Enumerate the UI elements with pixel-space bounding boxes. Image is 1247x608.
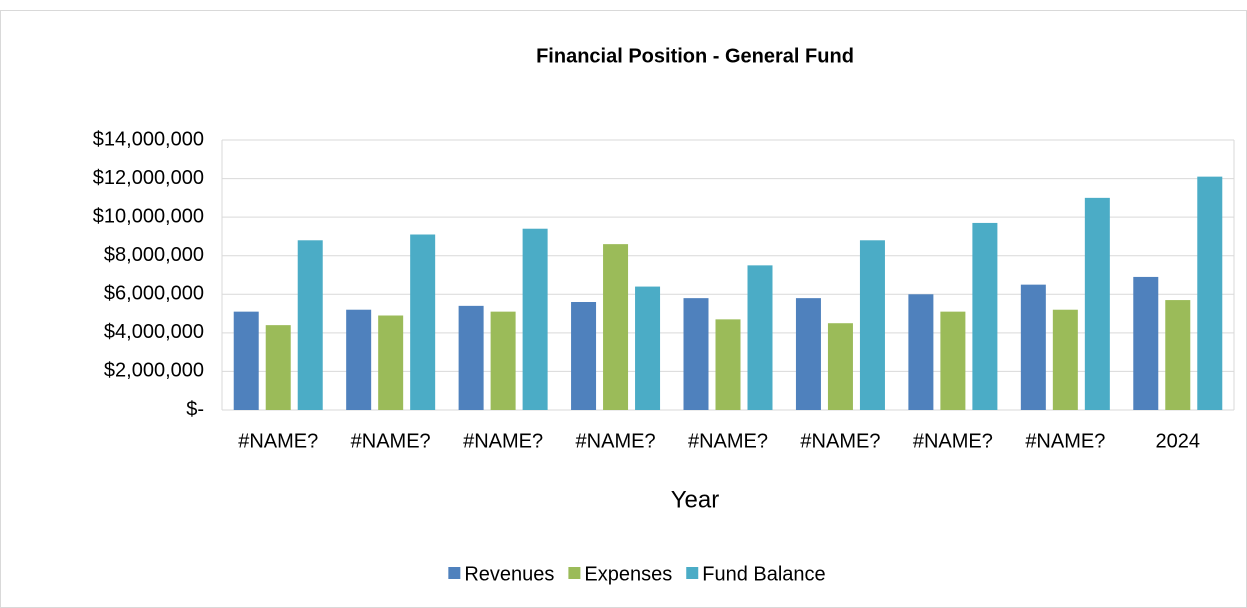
bar	[940, 311, 966, 410]
bar	[1052, 309, 1078, 410]
y-tick-label: $6,000,000	[104, 283, 204, 305]
x-tick-label: #NAME?	[238, 430, 318, 452]
bar	[522, 228, 548, 410]
x-tick-label: #NAME?	[576, 430, 656, 452]
bar	[458, 305, 484, 410]
bar	[972, 222, 998, 410]
bar	[297, 240, 323, 410]
x-tick-label: #NAME?	[913, 430, 993, 452]
y-tick-label: $2,000,000	[104, 360, 204, 382]
x-tick-label: #NAME?	[463, 430, 543, 452]
x-axis-title: Year	[671, 486, 720, 513]
bar	[233, 311, 259, 410]
bar	[265, 325, 291, 410]
bar	[571, 302, 597, 410]
bar	[747, 265, 773, 410]
bar	[378, 315, 404, 410]
y-tick-label: $12,000,000	[93, 167, 204, 189]
bar	[859, 240, 885, 410]
bar	[490, 311, 516, 410]
bar	[346, 309, 372, 410]
legend-label: Expenses	[584, 563, 672, 585]
bar	[683, 298, 709, 410]
y-tick-label: $8,000,000	[104, 244, 204, 266]
y-tick-label: $14,000,000	[93, 128, 204, 150]
y-tick-label: $10,000,000	[93, 205, 204, 227]
x-tick-label: #NAME?	[1025, 430, 1105, 452]
chart-title: Financial Position - General Fund	[536, 45, 854, 67]
bar	[795, 298, 821, 410]
y-tick-label: $4,000,000	[104, 321, 204, 343]
bar	[1197, 176, 1223, 410]
bar	[603, 244, 629, 410]
bar	[908, 294, 934, 410]
bar	[1133, 276, 1159, 410]
y-tick-label: $-	[186, 398, 204, 420]
x-tick-label: #NAME?	[351, 430, 431, 452]
legend-swatch	[568, 567, 581, 579]
bar	[410, 234, 436, 410]
x-tick-label: #NAME?	[688, 430, 768, 452]
bar	[635, 286, 661, 410]
legend-swatch	[448, 567, 461, 579]
legend-label: Revenues	[464, 563, 554, 585]
x-tick-label: 2024	[1156, 430, 1201, 452]
bar	[827, 323, 853, 410]
bar	[1084, 197, 1110, 410]
bar	[1020, 284, 1046, 410]
bar	[1165, 300, 1191, 410]
bar	[715, 319, 741, 410]
legend-swatch	[686, 567, 699, 579]
x-tick-label: #NAME?	[800, 430, 880, 452]
legend-label: Fund Balance	[702, 563, 825, 585]
